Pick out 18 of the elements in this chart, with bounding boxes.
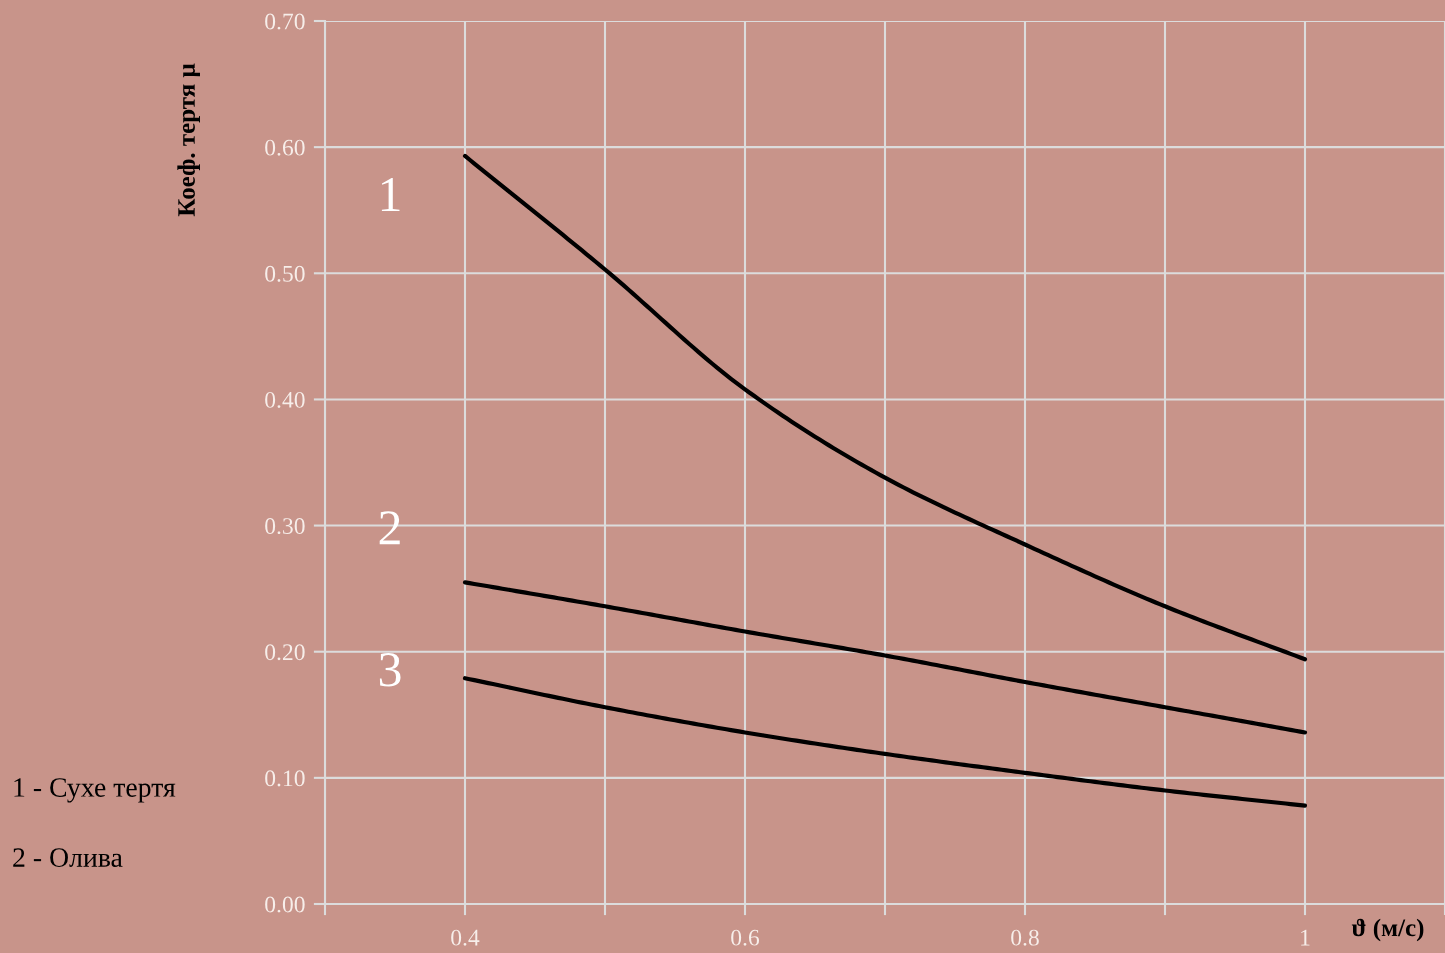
y-tick-label: 0.20: [265, 644, 305, 661]
y-tick-label: 0.70: [265, 13, 305, 30]
x-tick-label: 0.8: [1011, 929, 1039, 946]
y-tick-label: 0.40: [265, 391, 305, 408]
y-tick-label: 0.50: [265, 265, 305, 282]
series-label: 3: [379, 652, 401, 687]
text: 2 - Олива: [13, 848, 123, 867]
series-label: 1: [381, 178, 400, 212]
text: 1 - Сухе тертя: [14, 778, 176, 803]
x-tick-label: 0.4: [451, 929, 480, 946]
y-tick-label: 0.30: [265, 518, 305, 535]
x-axis-title: ϑ (м/с): [1351, 918, 1424, 942]
y-axis-title: Коеф. тертя μ: [177, 63, 200, 217]
y-tick-label: 0.10: [265, 770, 305, 787]
y-tick-label: 0.60: [265, 139, 305, 156]
x-tick-label: 0.6: [731, 929, 760, 946]
y-tick-label: 0.00: [265, 896, 305, 913]
x-tick-label: 1: [1301, 929, 1310, 946]
